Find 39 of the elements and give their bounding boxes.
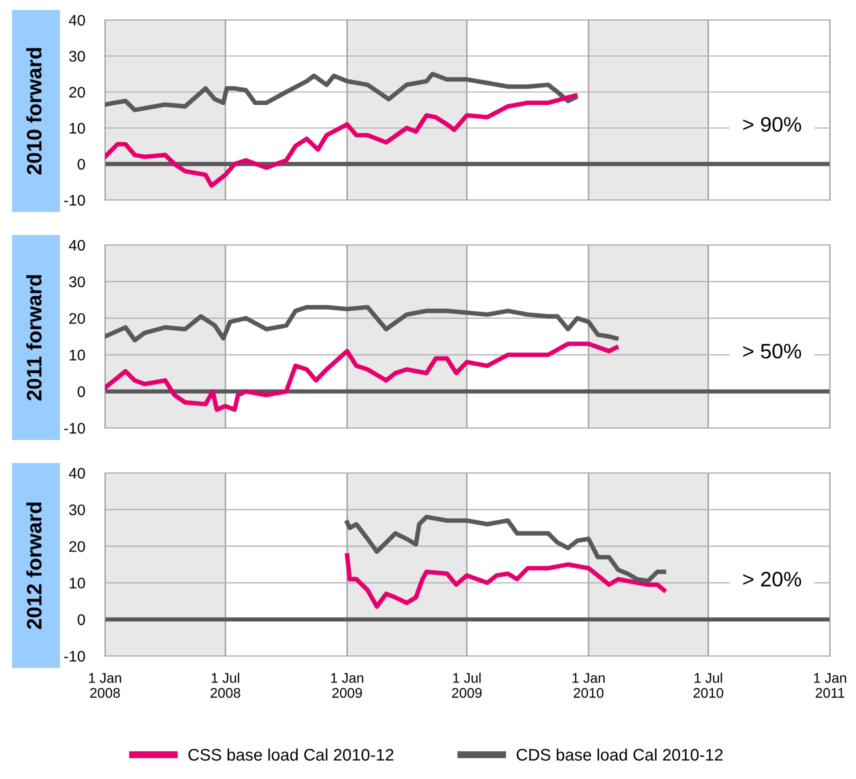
- y-tick-label: 20: [69, 313, 85, 324]
- text: 2010 forward: [26, 48, 42, 175]
- legend-label: CDS base load Cal 2010-12: [516, 748, 723, 761]
- y-tick-label: -10: [64, 422, 85, 434]
- y-tick-label: 20: [69, 541, 85, 552]
- line-series: [344, 514, 666, 584]
- x-tick-label: 1 Jan 2011: [814, 673, 846, 698]
- y-tick-label: -10: [64, 650, 85, 662]
- line-series: [105, 72, 578, 112]
- y-tick-label: 30: [69, 504, 85, 516]
- annotation: > 90%: [743, 117, 802, 132]
- line-series: [105, 93, 578, 188]
- line-series: [344, 553, 666, 609]
- y-tick-label: 20: [69, 86, 85, 98]
- line-series: [105, 304, 619, 342]
- y-tick-label: 10: [70, 350, 85, 360]
- y-tick-label: 40: [68, 14, 85, 26]
- y-tick-label: 0: [78, 158, 85, 170]
- line-series: [105, 342, 619, 412]
- text: 2012 forward: [26, 502, 42, 630]
- x-tick-label: 1 Jan 2010: [572, 673, 605, 698]
- x-tick-label: 1 Jan 2009: [331, 673, 364, 698]
- y-tick-label: 0: [78, 614, 85, 626]
- y-tick-label: 10: [70, 122, 85, 134]
- legend-label: CSS base load Cal 2010-12: [188, 748, 394, 761]
- x-tick-label: 1 Jul 2010: [694, 672, 724, 698]
- y-tick-label: 0: [78, 386, 85, 398]
- y-tick-label: 10: [70, 578, 85, 588]
- y-tick-label: 40: [68, 468, 85, 479]
- y-tick-label: 40: [68, 240, 85, 251]
- text: 2011 forward: [26, 275, 42, 400]
- y-tick-label: 30: [69, 50, 85, 62]
- annotation: > 50%: [743, 344, 802, 359]
- x-tick-label: 1 Jul 2009: [452, 672, 482, 698]
- y-tick-label: -10: [64, 194, 85, 206]
- annotation: > 20%: [743, 572, 802, 587]
- x-tick-label: 1 Jan 2008: [89, 673, 122, 698]
- y-tick-label: 30: [69, 276, 85, 288]
- x-tick-label: 1 Jul 2008: [210, 672, 240, 698]
